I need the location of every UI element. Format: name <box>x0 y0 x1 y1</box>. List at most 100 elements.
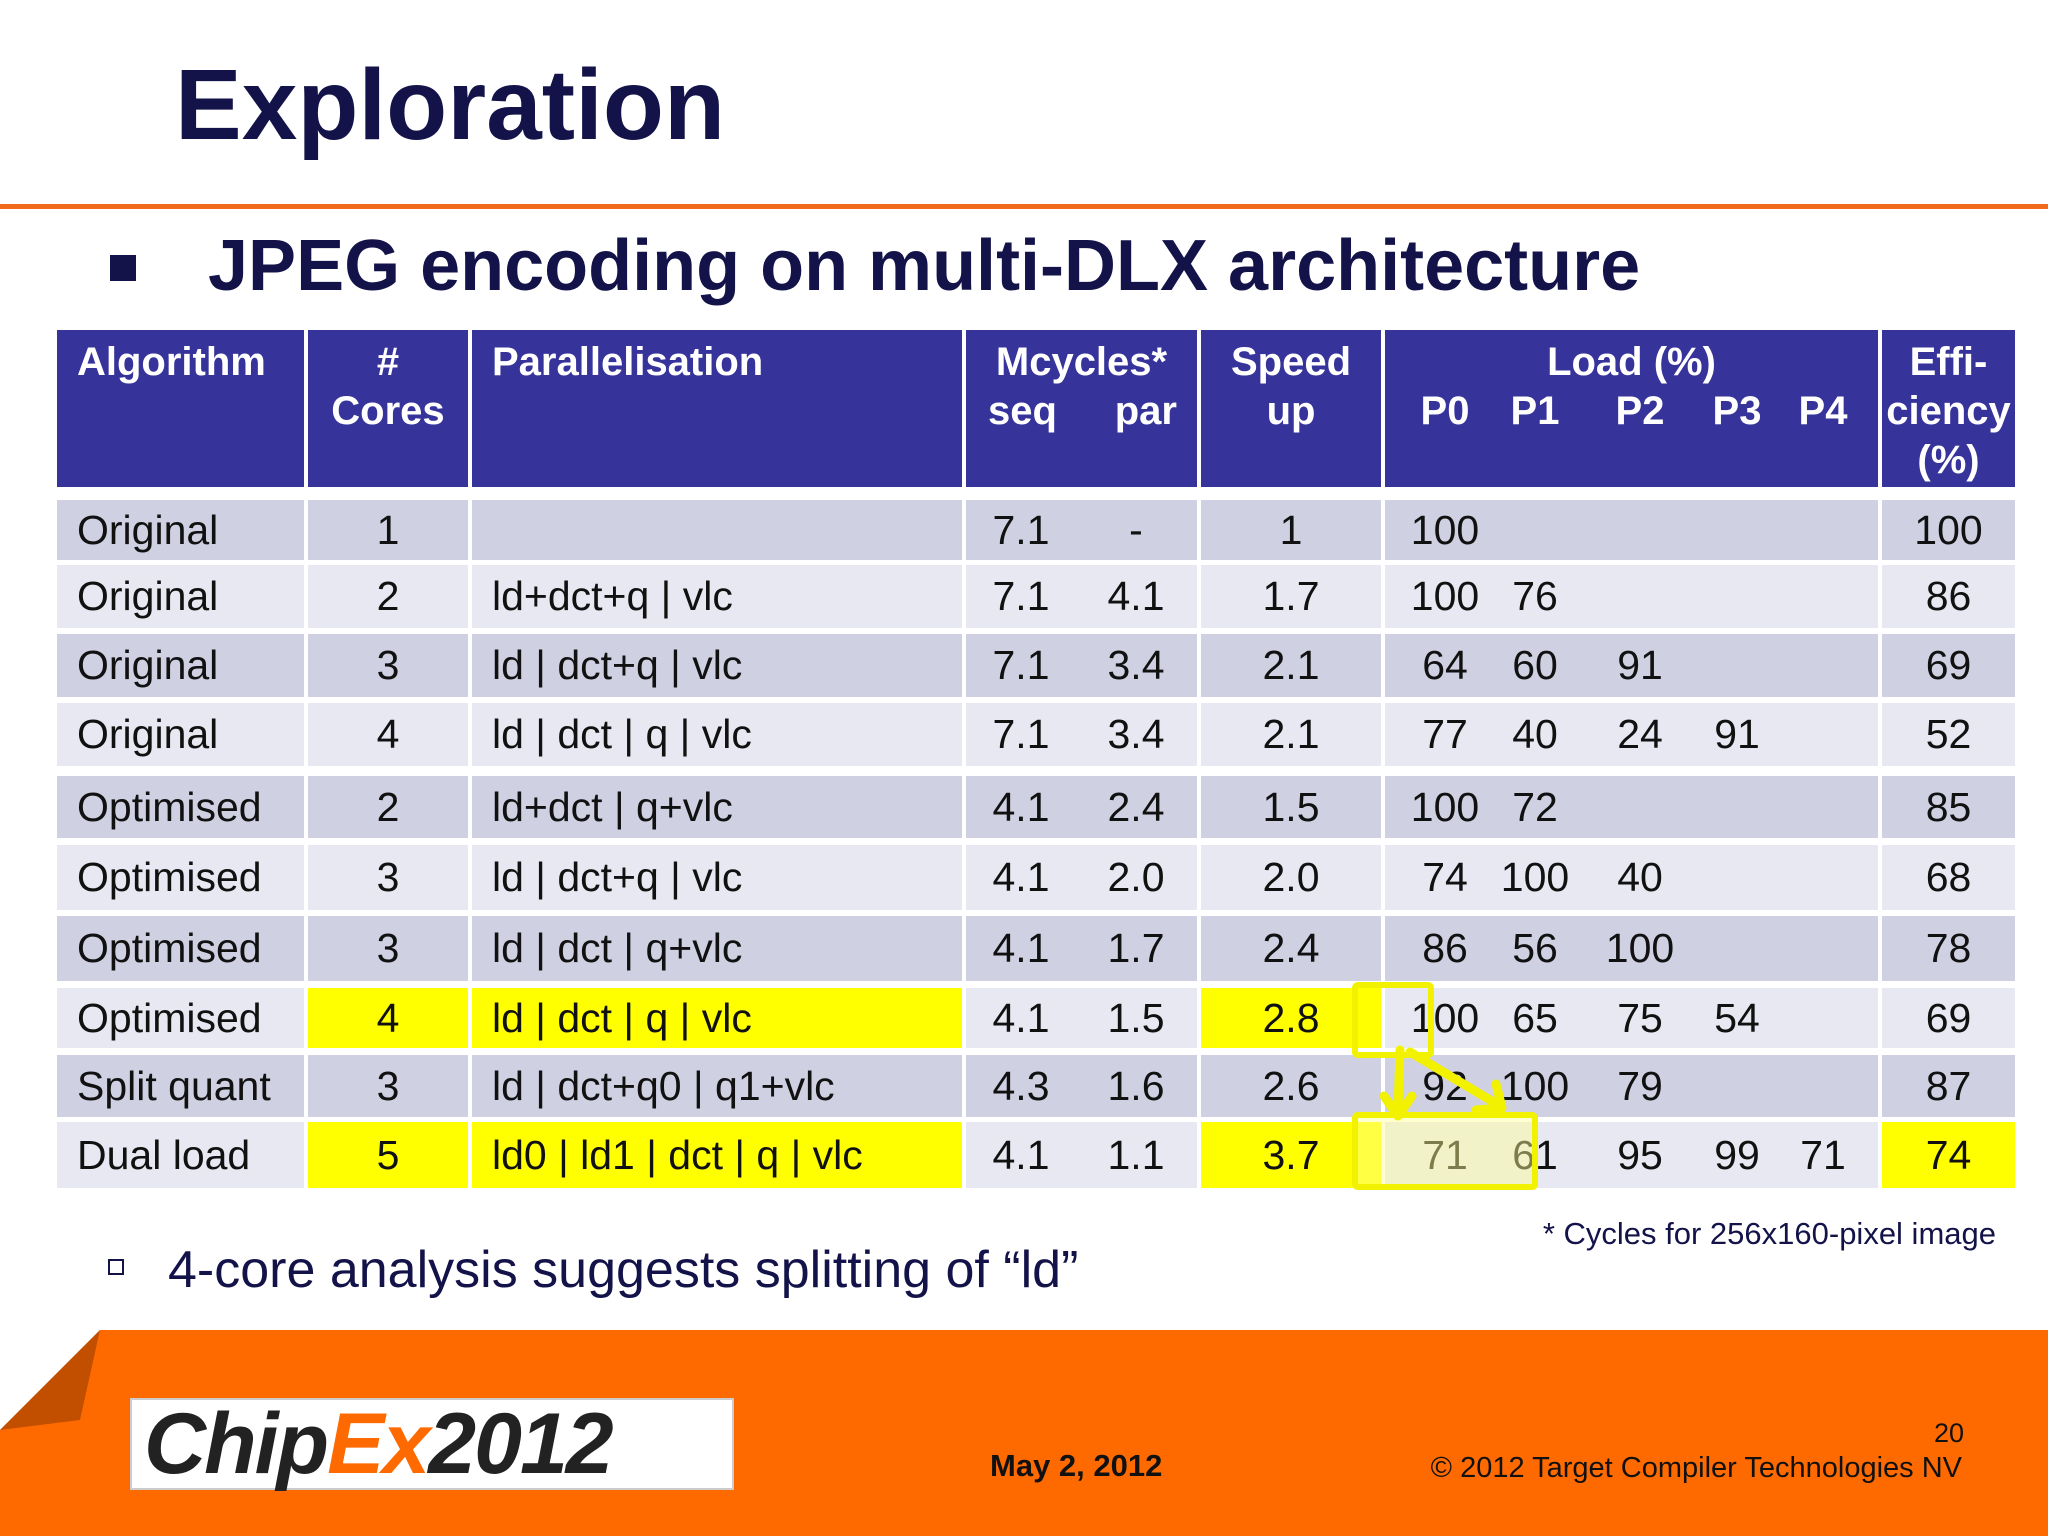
cell-mcyc: 7.1 3.4 <box>966 703 1197 766</box>
header-eff-line1: Effi- <box>1909 340 1988 384</box>
cell-cores: 3 <box>308 916 468 981</box>
table-row: Optimised 4 ld | dct | q | vlc 4.1 1.5 2.8 100… <box>57 988 2015 1048</box>
cell-load-p1 <box>1485 500 1585 560</box>
cell-load-p2: 75 <box>1617 994 1663 1041</box>
cell-cores: 5 <box>308 1122 468 1188</box>
header-algorithm: Algorithm <box>57 330 304 487</box>
header-seq: seq <box>988 389 1057 433</box>
cell-algorithm: Optimised <box>57 916 304 981</box>
header-cores: # Cores <box>308 330 468 487</box>
cell-speedup: 2.0 <box>1201 845 1381 910</box>
cell-seq: 4.3 <box>992 1062 1050 1109</box>
cell-load-p4 <box>1783 634 1863 697</box>
cell-algorithm: Optimised <box>57 776 304 838</box>
cell-load: 74 100 40 <box>1385 845 1878 910</box>
cell-load-p0: 86 <box>1422 925 1468 971</box>
cell-seq: 7.1 <box>992 573 1050 619</box>
cell-seq: 4.1 <box>992 994 1050 1041</box>
cell-load-p2: 40 <box>1617 854 1663 900</box>
header-eff-line2: ciency <box>1886 389 2011 433</box>
cell-cores: 3 <box>308 634 468 697</box>
table-row: Split quant 3 ld | dct+q0 | q1+vlc 4.3 1.6 2.… <box>57 1055 2015 1117</box>
cell-mcyc: 4.1 2.4 <box>966 776 1197 838</box>
split-arrows-icon <box>1380 1045 1507 1121</box>
header-speed-line1: Speed <box>1230 340 1352 384</box>
cell-seq: 4.1 <box>992 1131 1050 1178</box>
cell-efficiency: 100 <box>1882 500 2015 560</box>
header-parallelisation-label: Parallelisation <box>492 340 764 384</box>
header-mcycles: Mcycles* seq par <box>966 330 1197 487</box>
cell-load-p2: 79 <box>1617 1062 1663 1109</box>
bullet-sub: 4-core analysis suggests splitting of “l… <box>168 1241 1079 1299</box>
cell-par: 1.5 <box>1107 994 1165 1041</box>
cell-efficiency: 74 <box>1882 1122 2015 1188</box>
cell-load-p0: 100 <box>1410 994 1480 1041</box>
header-cores-line2: Cores <box>331 389 445 433</box>
cell-par: 1.6 <box>1107 1062 1165 1109</box>
table-row: Original 2 ld+dct+q | vlc 7.1 4.1 1.7 100 76 86 <box>57 565 2015 628</box>
cell-load-p2: 100 <box>1605 925 1675 971</box>
footer-date: May 2, 2012 <box>990 1448 1163 1483</box>
header-load: Load (%) P0 P1 P2 P3 P4 <box>1385 330 1878 487</box>
cell-par: - <box>1129 506 1143 553</box>
header-p3: P3 <box>1712 389 1762 433</box>
header-algorithm-label: Algorithm <box>77 340 266 384</box>
cell-load: 86 56 100 <box>1385 916 1878 981</box>
cell-load-p0: 100 <box>1410 783 1480 830</box>
cell-seq: 7.1 <box>992 711 1050 757</box>
cell-efficiency: 52 <box>1882 703 2015 766</box>
cell-mcyc: 4.1 1.5 <box>966 988 1197 1048</box>
cell-algorithm: Original <box>57 634 304 697</box>
cell-par: 2.0 <box>1107 854 1165 900</box>
cell-speedup: 1 <box>1201 500 1381 560</box>
cell-load-p3: 91 <box>1714 711 1760 757</box>
cell-load-p2 <box>1585 776 1695 838</box>
cell-par-scheme: ld | dct | q | vlc <box>472 988 962 1048</box>
cell-load-p3 <box>1692 1055 1782 1117</box>
cell-algorithm: Original <box>57 703 304 766</box>
cell-load-p4 <box>1783 1055 1863 1117</box>
cell-mcyc: 4.1 1.1 <box>966 1122 1197 1188</box>
cell-load-p1: 60 <box>1512 642 1558 688</box>
cell-algorithm: Optimised <box>57 845 304 910</box>
header-load-sub: P0 P1 P2 P3 P4 <box>1385 387 1878 436</box>
logo-ex: Ex <box>327 1396 430 1492</box>
cell-load-p1: 65 <box>1512 994 1558 1041</box>
cell-mcyc: 4.3 1.6 <box>966 1055 1197 1117</box>
cell-algorithm: Original <box>57 565 304 628</box>
cell-par-scheme: ld0 | ld1 | dct | q | vlc <box>472 1122 962 1188</box>
cell-load-p3: 99 <box>1714 1131 1760 1178</box>
cell-par-scheme: ld | dct+q0 | q1+vlc <box>472 1055 962 1117</box>
cell-load: 100 <box>1385 500 1878 560</box>
cell-par-scheme: ld | dct+q | vlc <box>472 845 962 910</box>
cell-speedup: 1.5 <box>1201 776 1381 838</box>
cell-par: 1.7 <box>1107 925 1165 971</box>
cell-seq: 4.1 <box>992 925 1050 971</box>
cell-algorithm: Dual load <box>57 1122 304 1188</box>
cell-load-p0: 64 <box>1422 642 1468 688</box>
cell-mcyc: 7.1 - <box>966 500 1197 560</box>
header-par: par <box>1114 389 1177 433</box>
cell-par-scheme: ld | dct | q | vlc <box>472 703 962 766</box>
page-curl-icon <box>0 1330 100 1430</box>
cell-cores: 3 <box>308 845 468 910</box>
cell-load-p0: 100 <box>1410 573 1480 619</box>
cell-par: 2.4 <box>1107 783 1165 830</box>
cell-par: 4.1 <box>1107 573 1165 619</box>
cell-speedup: 2.4 <box>1201 916 1381 981</box>
cell-load-p1: 40 <box>1512 711 1558 757</box>
cell-load-p1: 72 <box>1512 783 1558 830</box>
cell-cores: 4 <box>308 703 468 766</box>
cell-mcyc: 7.1 3.4 <box>966 634 1197 697</box>
cell-par-scheme <box>472 500 962 560</box>
header-p0: P0 <box>1420 389 1470 433</box>
cell-efficiency: 69 <box>1882 634 2015 697</box>
cell-efficiency: 68 <box>1882 845 2015 910</box>
cell-load: 64 60 91 <box>1385 634 1878 697</box>
cell-algorithm: Split quant <box>57 1055 304 1117</box>
header-efficiency: Effi- ciency (%) <box>1882 330 2015 487</box>
bullet-main: JPEG encoding on multi-DLX architecture <box>208 226 1641 306</box>
table-row: Original 4 ld | dct | q | vlc 7.1 3.4 2.1 77 40… <box>57 703 2015 766</box>
header-speedup: Speed up <box>1201 330 1381 487</box>
cell-load-p4: 71 <box>1800 1131 1846 1178</box>
